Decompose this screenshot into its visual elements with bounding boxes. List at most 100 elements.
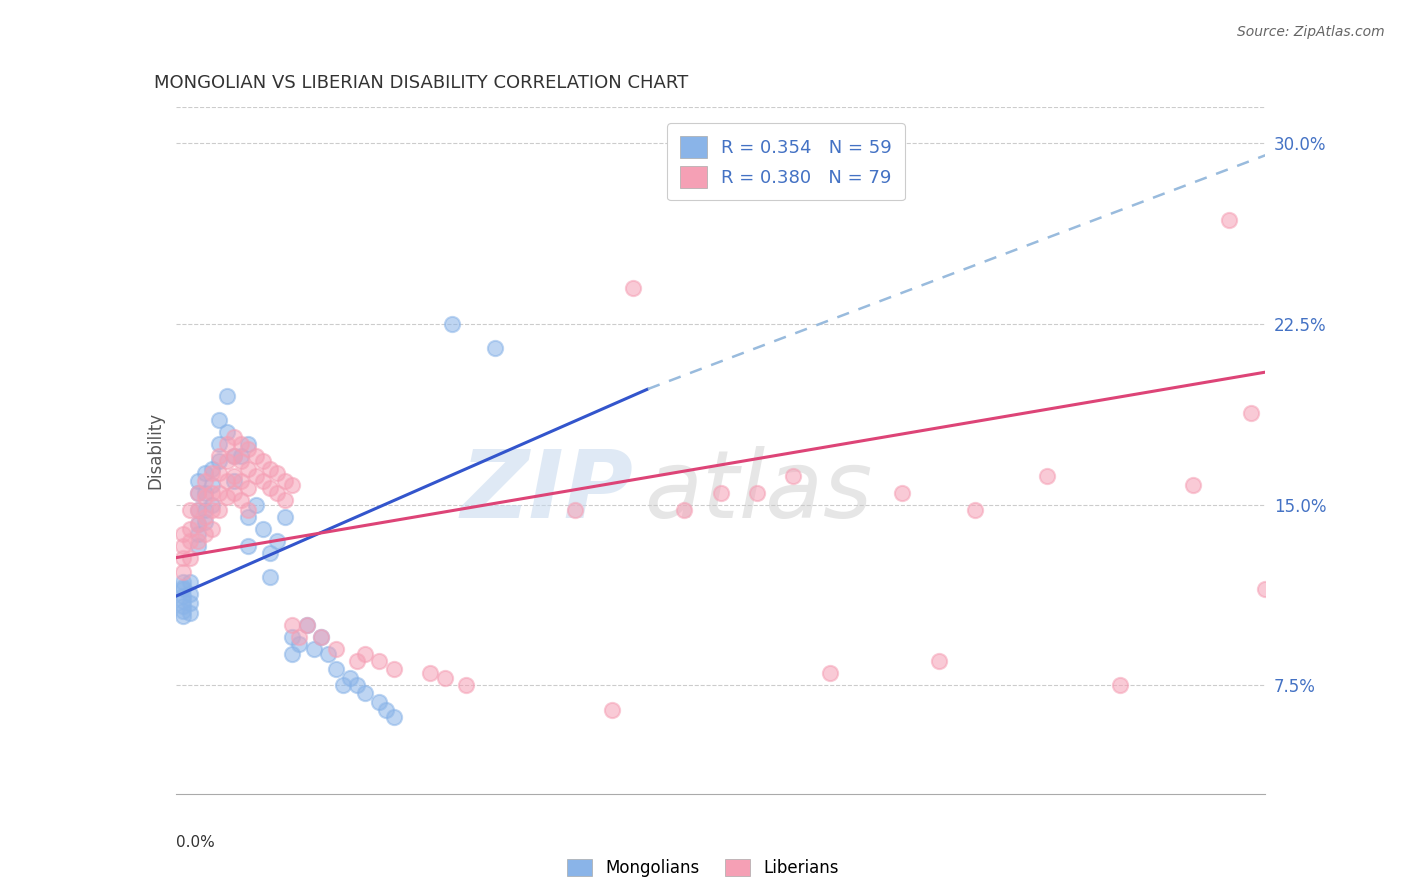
Point — [266, 485, 288, 500]
Point — [259, 546, 281, 560]
Point — [172, 565, 194, 579]
Point — [245, 450, 267, 464]
Y-axis label: Disability: Disability — [146, 412, 165, 489]
Point — [172, 604, 194, 618]
Point — [281, 478, 304, 492]
Point — [231, 450, 253, 464]
Point — [222, 474, 245, 488]
Point — [215, 437, 238, 451]
Text: ZIP: ZIP — [461, 446, 633, 538]
Point — [208, 485, 231, 500]
Point — [201, 498, 224, 512]
Point — [222, 485, 245, 500]
Point — [375, 702, 398, 716]
Text: atlas: atlas — [644, 446, 873, 537]
Point — [201, 502, 224, 516]
Point — [433, 671, 456, 685]
Point — [208, 467, 231, 481]
Point — [186, 516, 209, 531]
Point — [1109, 678, 1132, 692]
Point — [1240, 406, 1263, 420]
Point — [238, 442, 260, 457]
Point — [259, 461, 281, 475]
Point — [172, 526, 194, 541]
Point — [172, 582, 194, 596]
Point — [172, 599, 194, 613]
Point — [194, 526, 217, 541]
Point — [382, 662, 405, 676]
Point — [194, 509, 217, 524]
Point — [172, 539, 194, 553]
Point — [266, 533, 288, 548]
Point — [266, 467, 288, 481]
Point — [201, 478, 224, 492]
Point — [484, 341, 506, 355]
Point — [208, 454, 231, 468]
Point — [346, 654, 368, 668]
Point — [208, 437, 231, 451]
Point — [231, 454, 253, 468]
Point — [745, 485, 768, 500]
Point — [281, 647, 304, 661]
Point — [194, 467, 217, 481]
Point — [201, 485, 224, 500]
Point — [288, 637, 311, 651]
Point — [252, 454, 274, 468]
Point — [172, 589, 194, 603]
Point — [186, 502, 209, 516]
Point — [353, 647, 375, 661]
Point — [172, 608, 194, 623]
Point — [194, 491, 217, 505]
Point — [564, 502, 586, 516]
Point — [281, 618, 304, 632]
Point — [368, 695, 391, 709]
Point — [179, 550, 201, 565]
Point — [288, 630, 311, 644]
Point — [194, 515, 217, 529]
Text: 0.0%: 0.0% — [176, 835, 215, 850]
Text: MONGOLIAN VS LIBERIAN DISABILITY CORRELATION CHART: MONGOLIAN VS LIBERIAN DISABILITY CORRELA… — [155, 74, 688, 92]
Point — [179, 574, 201, 589]
Point — [963, 502, 986, 516]
Point — [325, 662, 347, 676]
Point — [215, 425, 238, 440]
Point — [222, 450, 245, 464]
Legend: Mongolians, Liberians: Mongolians, Liberians — [561, 852, 845, 884]
Point — [186, 526, 209, 541]
Point — [215, 474, 238, 488]
Point — [295, 618, 318, 632]
Point — [194, 502, 217, 516]
Point — [419, 666, 441, 681]
Point — [928, 654, 950, 668]
Point — [186, 485, 209, 500]
Point — [309, 630, 332, 644]
Point — [673, 502, 696, 516]
Point — [208, 413, 231, 427]
Point — [179, 587, 201, 601]
Point — [238, 481, 260, 495]
Point — [194, 474, 217, 488]
Point — [172, 574, 194, 589]
Point — [259, 570, 281, 584]
Point — [309, 630, 332, 644]
Point — [222, 430, 245, 444]
Point — [1254, 582, 1277, 596]
Point — [231, 474, 253, 488]
Point — [252, 474, 274, 488]
Point — [302, 642, 325, 657]
Point — [274, 474, 297, 488]
Point — [353, 686, 375, 700]
Point — [238, 539, 260, 553]
Point — [281, 630, 304, 644]
Point — [179, 597, 201, 611]
Point — [194, 485, 217, 500]
Point — [231, 437, 253, 451]
Point — [172, 594, 194, 608]
Point — [891, 485, 914, 500]
Point — [172, 550, 194, 565]
Point — [332, 678, 354, 692]
Point — [179, 502, 201, 516]
Point — [621, 281, 644, 295]
Point — [172, 580, 194, 594]
Point — [368, 654, 391, 668]
